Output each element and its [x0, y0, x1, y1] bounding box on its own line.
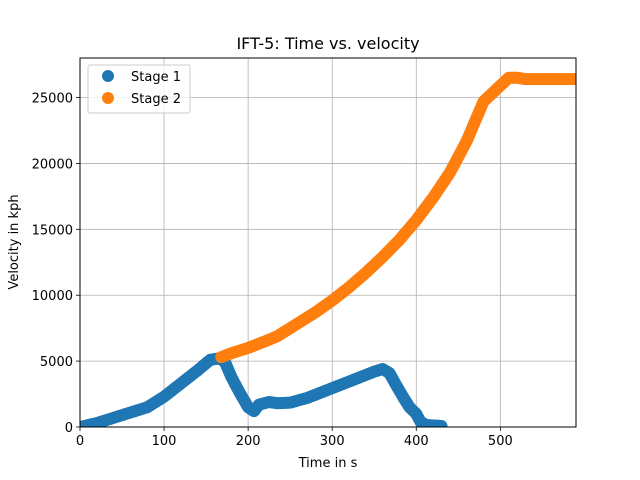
chart-title: IFT-5: Time vs. velocity [236, 34, 419, 53]
plot-area [80, 71, 576, 427]
data-point [435, 419, 448, 427]
y-axis-ticks: 0 5000 10000 15000 20000 25000 [32, 92, 80, 436]
y-tick-label: 5000 [40, 355, 73, 370]
x-axis-label: Time in s [298, 456, 358, 471]
series-2 [215, 71, 576, 364]
y-tick-label: 20000 [32, 157, 73, 172]
x-tick-label: 100 [152, 434, 177, 449]
y-tick-label: 25000 [32, 92, 73, 107]
y-tick-label: 15000 [32, 223, 73, 238]
x-tick-label: 400 [404, 434, 429, 449]
legend: Stage 1 Stage 2 [87, 64, 191, 114]
legend-label-stage-2: Stage 2 [131, 92, 181, 107]
x-tick-label: 500 [488, 434, 513, 449]
x-axis-ticks: 0 100 200 300 400 500 [76, 427, 513, 449]
legend-marker-stage-1 [102, 70, 114, 82]
x-tick-label: 0 [76, 434, 84, 449]
legend-marker-stage-2 [102, 92, 114, 104]
y-tick-label: 10000 [32, 289, 73, 304]
series-1 [80, 352, 448, 427]
data-point [570, 73, 576, 86]
y-tick-label: 0 [65, 421, 73, 436]
plot-frame [79, 57, 577, 428]
y-axis-label: Velocity in kph [7, 194, 22, 289]
x-tick-label: 300 [320, 434, 345, 449]
x-tick-label: 200 [236, 434, 261, 449]
legend-label-stage-1: Stage 1 [131, 70, 181, 85]
